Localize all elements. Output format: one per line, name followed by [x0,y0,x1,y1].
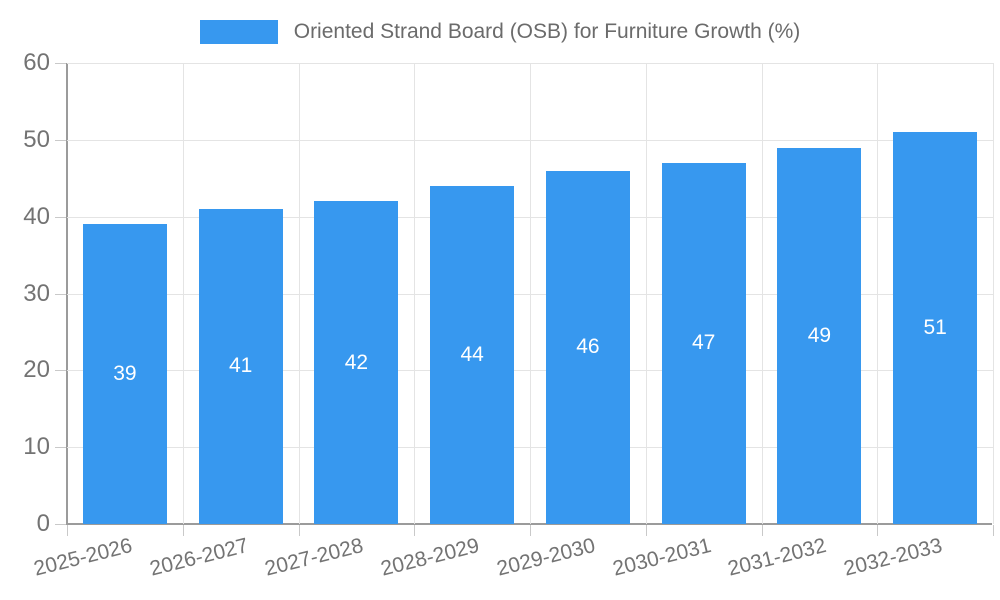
x-tick-mark [182,525,184,536]
legend-label: Oriented Strand Board (OSB) for Furnitur… [293,20,801,43]
bar-value-label: 49 [807,323,832,347]
y-tick-mark [55,370,66,372]
bar-value-label: 51 [923,316,947,340]
x-gridline [761,63,763,524]
bar-value-label: 39 [113,362,137,386]
x-tick-label: 2029-2030 [494,534,598,581]
x-tick-label: 2032-2033 [841,534,945,581]
x-tick-label: 2026-2027 [147,534,251,581]
x-tick-mark [414,525,416,536]
y-tick-mark [55,293,66,295]
bar[interactable] [198,208,283,524]
y-tick-label: 0 [36,510,50,537]
bar[interactable] [545,170,630,524]
bar-value-label: 46 [576,335,600,359]
bar-value-label: 42 [344,350,369,374]
x-tick-label: 2027-2028 [262,534,366,581]
x-gridline [645,63,647,524]
x-tick-mark [298,525,300,536]
bar-value-label: 41 [228,354,253,378]
y-tick-mark [55,216,66,218]
x-tick-mark [645,525,647,536]
x-gridline [993,63,994,524]
x-tick-mark [993,525,994,536]
bar[interactable] [893,132,978,524]
legend-swatch [199,20,278,44]
x-tick-label: 2025-2026 [31,534,135,581]
x-gridline [298,63,300,524]
x-tick-mark [67,525,68,536]
y-tick-mark [55,63,66,64]
y-tick-label: 60 [23,49,50,76]
y-tick-mark [55,139,66,141]
y-tick-mark [55,447,66,449]
x-gridline [530,63,531,524]
x-tick-label: 2031-2032 [725,534,829,581]
bar[interactable] [430,185,515,524]
bar[interactable] [314,201,399,524]
y-tick-mark [55,524,66,525]
x-tick-label: 2028-2029 [378,534,482,581]
x-gridline [414,63,416,524]
y-tick-label: 10 [23,433,50,461]
x-tick-label: 2030-2031 [610,534,714,581]
plot-area: 39 41 42 44 46 47 49 51 [66,63,994,525]
y-tick-label: 50 [23,125,50,153]
x-tick-mark [530,525,531,536]
bar[interactable] [777,147,862,524]
y-tick-label: 30 [23,279,50,307]
x-gridline [182,63,184,524]
x-gridline [877,63,879,524]
x-axis-line [66,523,992,525]
bar[interactable] [82,224,167,524]
bar-value-label: 47 [691,331,716,355]
bar-value-label: 44 [460,342,484,366]
y-tick-label: 40 [23,202,50,230]
legend: Oriented Strand Board (OSB) for Furnitur… [0,14,1000,50]
y-tick-label: 20 [23,356,50,384]
x-tick-mark [761,525,763,536]
x-tick-mark [877,525,879,536]
bar[interactable] [661,162,746,524]
